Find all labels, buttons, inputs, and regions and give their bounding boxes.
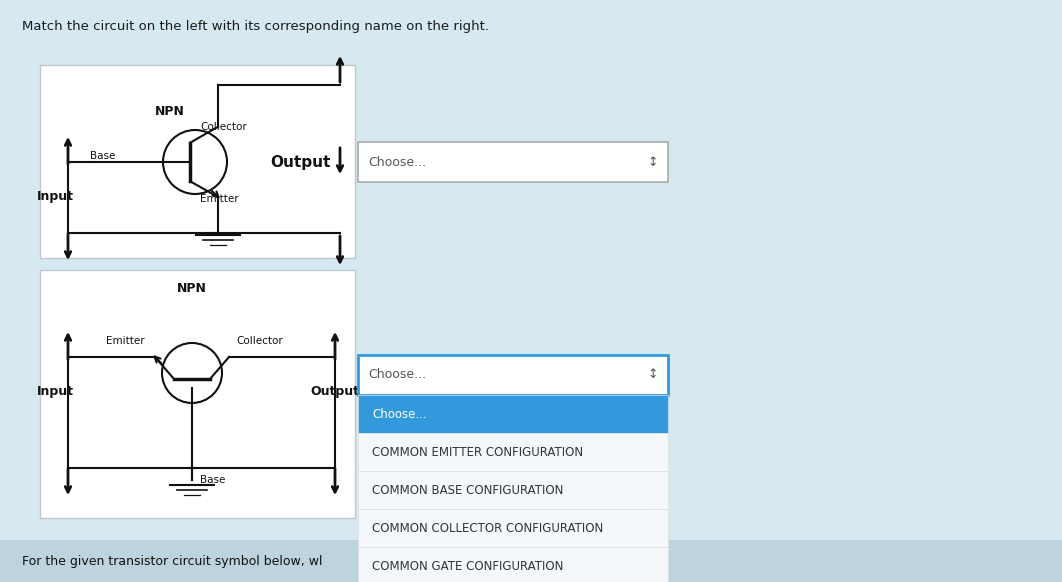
FancyBboxPatch shape bbox=[358, 142, 668, 182]
FancyBboxPatch shape bbox=[358, 547, 668, 582]
Text: COMMON BASE CONFIGURATION: COMMON BASE CONFIGURATION bbox=[372, 484, 563, 496]
FancyBboxPatch shape bbox=[40, 270, 355, 518]
Text: Input: Input bbox=[36, 190, 73, 203]
Text: NPN: NPN bbox=[155, 105, 185, 118]
FancyBboxPatch shape bbox=[358, 471, 668, 509]
Text: Output: Output bbox=[270, 154, 330, 169]
Text: NPN: NPN bbox=[177, 282, 207, 295]
Text: Input: Input bbox=[36, 385, 73, 398]
Text: Collector: Collector bbox=[236, 336, 282, 346]
Text: Emitter: Emitter bbox=[106, 336, 145, 346]
Text: Output: Output bbox=[310, 385, 359, 398]
FancyBboxPatch shape bbox=[358, 355, 668, 395]
Text: ↕: ↕ bbox=[648, 155, 658, 169]
Text: COMMON COLLECTOR CONFIGURATION: COMMON COLLECTOR CONFIGURATION bbox=[372, 521, 603, 534]
FancyBboxPatch shape bbox=[40, 65, 355, 258]
Text: COMMON EMITTER CONFIGURATION: COMMON EMITTER CONFIGURATION bbox=[372, 445, 583, 459]
Text: Choose...: Choose... bbox=[369, 368, 426, 381]
Text: For the given transistor circuit symbol below, wl: For the given transistor circuit symbol … bbox=[22, 555, 323, 567]
FancyBboxPatch shape bbox=[0, 540, 1062, 582]
Text: Choose...: Choose... bbox=[372, 407, 427, 421]
Text: COMMON GATE CONFIGURATION: COMMON GATE CONFIGURATION bbox=[372, 559, 563, 573]
FancyBboxPatch shape bbox=[358, 509, 668, 547]
FancyBboxPatch shape bbox=[358, 395, 668, 433]
Text: ↕: ↕ bbox=[648, 368, 658, 381]
Text: Emitter: Emitter bbox=[200, 194, 239, 204]
Text: Choose...: Choose... bbox=[369, 155, 426, 169]
Text: Collector: Collector bbox=[200, 122, 246, 132]
Text: Base: Base bbox=[89, 151, 115, 161]
FancyBboxPatch shape bbox=[358, 433, 668, 471]
Text: Base: Base bbox=[200, 475, 225, 485]
Text: Match the circuit on the left with its corresponding name on the right.: Match the circuit on the left with its c… bbox=[22, 20, 489, 33]
